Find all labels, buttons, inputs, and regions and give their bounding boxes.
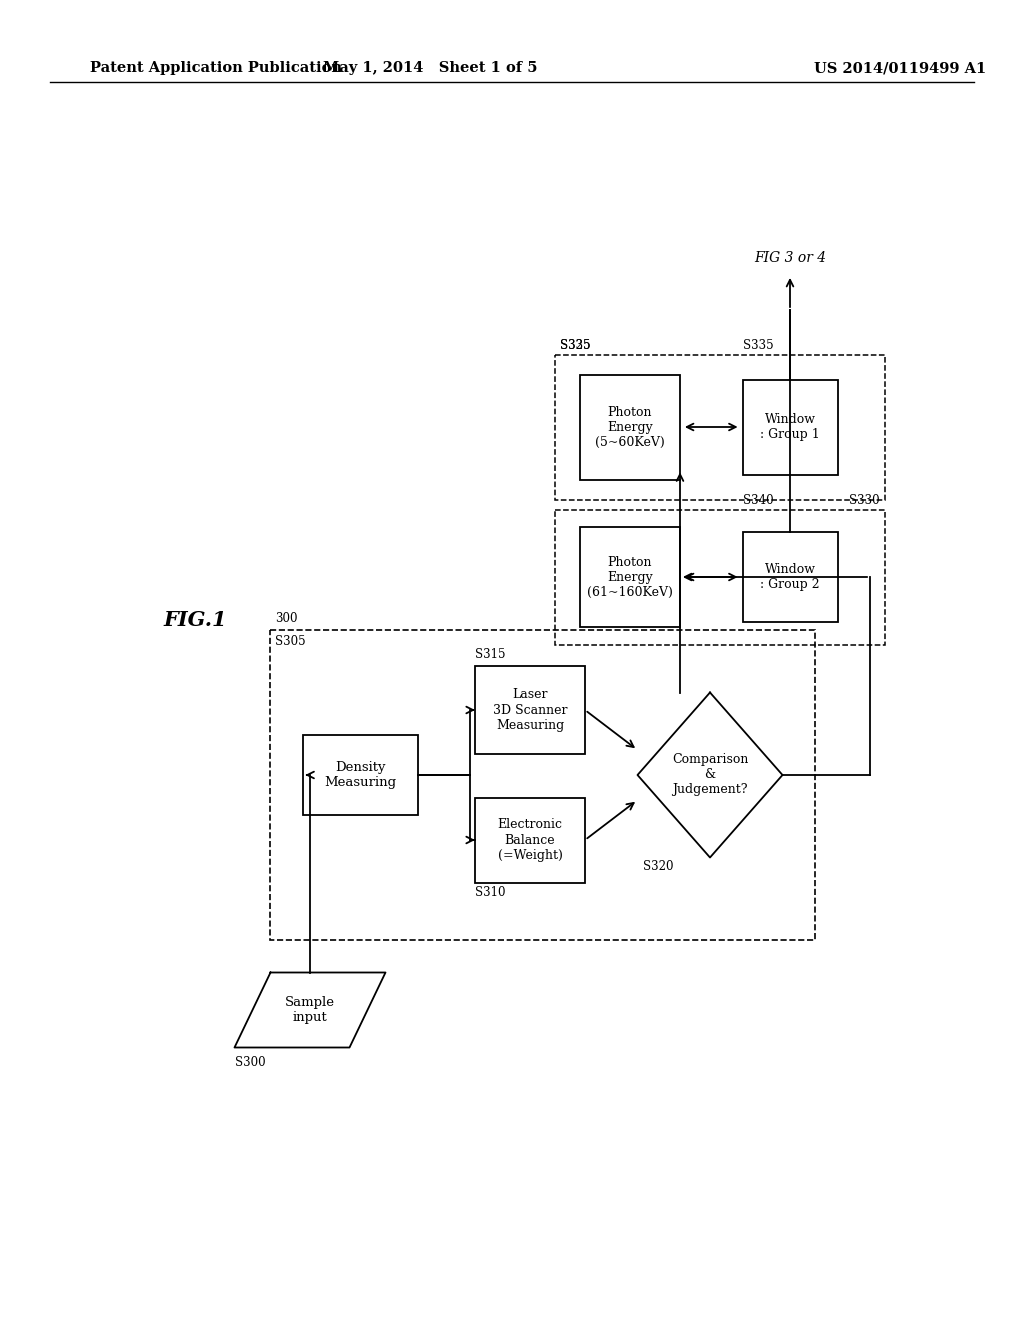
Polygon shape bbox=[638, 693, 782, 858]
Bar bbox=[742, 532, 838, 622]
Bar bbox=[742, 380, 838, 474]
Text: Sample
input: Sample input bbox=[285, 997, 335, 1024]
Text: S340: S340 bbox=[742, 494, 773, 507]
Text: Comparison
&
Judgement?: Comparison & Judgement? bbox=[672, 754, 749, 796]
Bar bbox=[555, 355, 885, 500]
Text: Density
Measuring: Density Measuring bbox=[324, 762, 396, 789]
Text: S305: S305 bbox=[275, 635, 305, 648]
Bar bbox=[555, 510, 885, 645]
Text: May 1, 2014   Sheet 1 of 5: May 1, 2014 Sheet 1 of 5 bbox=[323, 61, 538, 75]
Text: Window
: Group 1: Window : Group 1 bbox=[760, 413, 820, 441]
Text: US 2014/0119499 A1: US 2014/0119499 A1 bbox=[814, 61, 986, 75]
Text: S335: S335 bbox=[742, 339, 773, 352]
Text: S335: S335 bbox=[560, 339, 591, 352]
Bar bbox=[475, 797, 585, 883]
Text: S330: S330 bbox=[849, 494, 880, 507]
Text: S300: S300 bbox=[234, 1056, 265, 1068]
Bar bbox=[580, 375, 680, 479]
Text: S320: S320 bbox=[642, 861, 673, 874]
Bar bbox=[475, 667, 585, 754]
Text: FIG.1: FIG.1 bbox=[163, 610, 226, 630]
Text: Photon
Energy
(61~160KeV): Photon Energy (61~160KeV) bbox=[587, 556, 673, 598]
Text: Patent Application Publication: Patent Application Publication bbox=[90, 61, 342, 75]
Text: 300: 300 bbox=[275, 612, 298, 624]
Polygon shape bbox=[234, 973, 385, 1048]
Text: S310: S310 bbox=[475, 886, 506, 899]
Text: Laser
3D Scanner
Measuring: Laser 3D Scanner Measuring bbox=[493, 689, 567, 731]
Bar bbox=[580, 527, 680, 627]
Bar bbox=[270, 630, 815, 940]
Text: Window
: Group 2: Window : Group 2 bbox=[760, 564, 820, 591]
Text: Electronic
Balance
(=Weight): Electronic Balance (=Weight) bbox=[498, 818, 562, 862]
Text: Photon
Energy
(5~60KeV): Photon Energy (5~60KeV) bbox=[595, 405, 665, 449]
Text: S315: S315 bbox=[475, 648, 506, 661]
Bar bbox=[302, 735, 418, 814]
Text: FIG 3 or 4: FIG 3 or 4 bbox=[754, 251, 826, 265]
Text: S325: S325 bbox=[560, 339, 591, 352]
